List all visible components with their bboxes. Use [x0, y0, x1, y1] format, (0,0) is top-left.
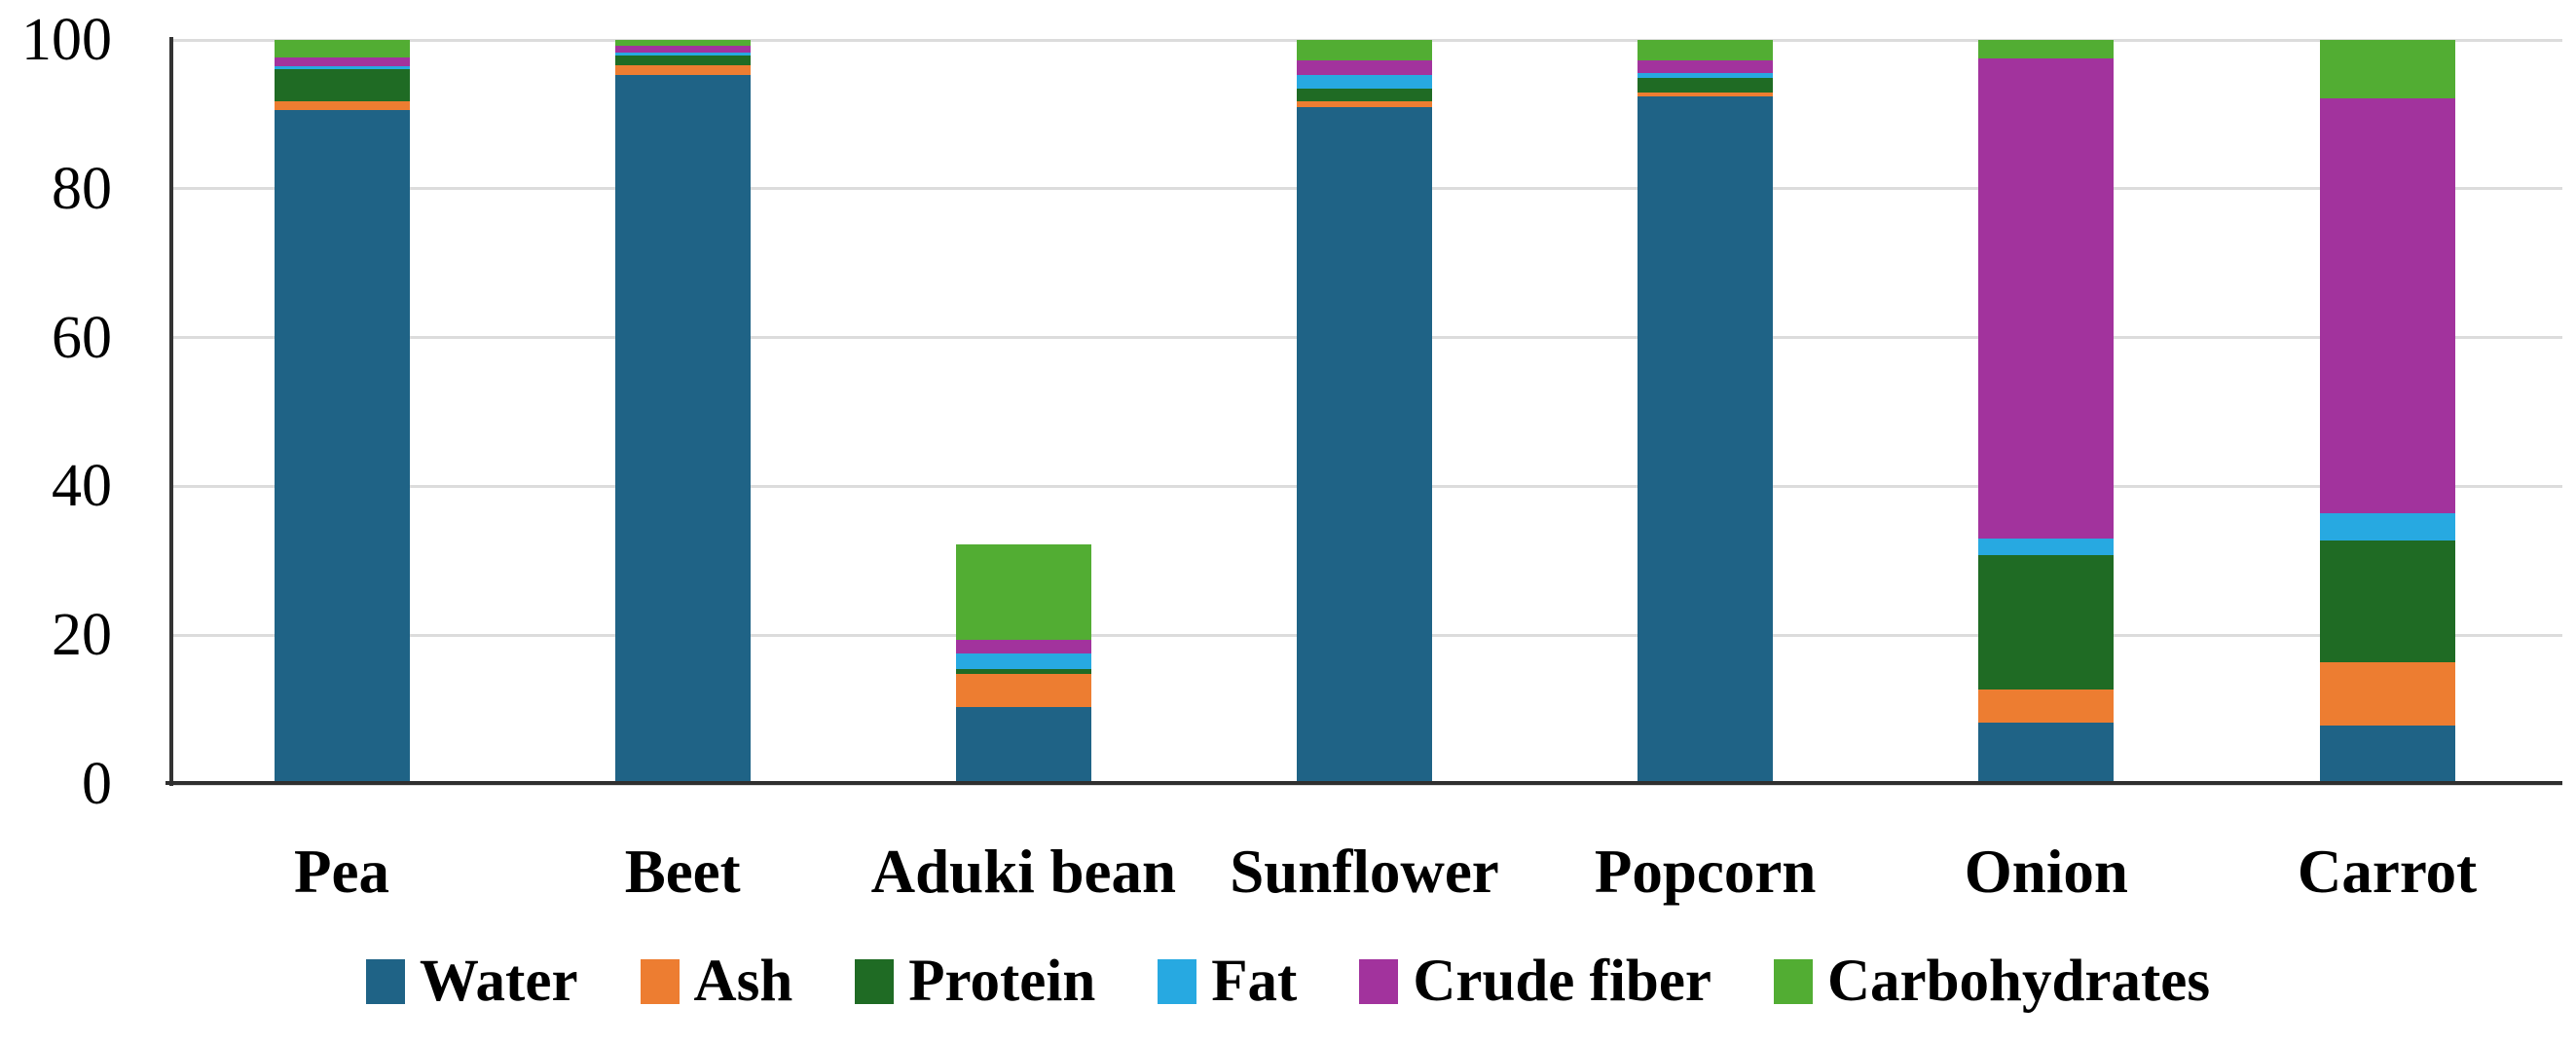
segment-fat-onion [1978, 538, 2115, 556]
segment-protein-beet [614, 56, 751, 65]
segment-protein-aduki-bean [955, 669, 1091, 674]
x-category-label-aduki-bean: Aduki bean [870, 838, 1177, 906]
legend-label-carbohydrates: Carbohydrates [1826, 949, 2211, 1014]
x-category-label-pea: Pea [294, 838, 389, 906]
segment-protein-onion [1978, 555, 2115, 690]
segment-crude-fiber-pea [274, 57, 410, 66]
segment-water-beet [614, 74, 751, 784]
legend-swatch-icon-water [365, 959, 405, 1004]
segment-fat-pea [274, 65, 410, 69]
legend-item-crude-fiber: Crude fiber [1359, 945, 1711, 1019]
bar-beet [614, 40, 751, 784]
legend-item-ash: Ash [640, 945, 793, 1019]
segment-ash-pea [274, 101, 410, 110]
segment-carbohydrates-sunflower [1297, 40, 1432, 60]
legend: Water Ash Protein Fat Crude fiber Carbohydrat… [0, 945, 2576, 1019]
segment-crude-fiber-beet [614, 46, 751, 54]
segment-crude-fiber-sunflower [1297, 59, 1432, 75]
y-axis-line [169, 37, 173, 786]
segment-ash-carrot [2319, 661, 2455, 726]
x-category-label-carrot: Carrot [2297, 838, 2478, 906]
x-category-label-popcorn: Popcorn [1594, 838, 1817, 906]
segment-carbohydrates-popcorn [1638, 40, 1774, 60]
bar-carrot [2319, 40, 2455, 784]
legend-item-water: Water [365, 945, 578, 1019]
segment-fat-sunflower [1297, 74, 1432, 89]
segment-carbohydrates-onion [1978, 40, 2115, 59]
y-tick-label-60: 60 [52, 304, 112, 371]
segment-water-aduki-bean [955, 706, 1091, 784]
segment-carbohydrates-pea [274, 40, 410, 58]
y-tick-label-80: 80 [52, 155, 112, 222]
segment-crude-fiber-carrot [2319, 98, 2455, 513]
segment-water-carrot [2319, 725, 2455, 784]
segment-carbohydrates-carrot [2319, 40, 2455, 99]
legend-label-ash: Ash [693, 949, 793, 1014]
x-category-label-beet: Beet [624, 838, 741, 906]
y-tick-label-20: 20 [52, 602, 112, 669]
bar-sunflower [1297, 40, 1432, 784]
legend-item-carbohydrates: Carbohydrates [1773, 945, 2211, 1019]
segment-ash-beet [614, 65, 751, 75]
bar-popcorn [1638, 40, 1774, 784]
segment-protein-pea [274, 68, 410, 102]
segment-crude-fiber-aduki-bean [955, 639, 1091, 653]
bar-aduki-bean [955, 544, 1091, 784]
plot-area [171, 38, 2562, 786]
segment-water-onion [1978, 723, 2115, 784]
legend-label-crude-fiber: Crude fiber [1413, 949, 1711, 1014]
legend-swatch-icon-carbohydrates [1773, 959, 1813, 1004]
bar-onion [1978, 40, 2115, 784]
segment-water-popcorn [1638, 96, 1774, 784]
bar-pea [274, 40, 410, 784]
segment-carbohydrates-beet [614, 40, 751, 47]
segment-water-sunflower [1297, 106, 1432, 784]
legend-swatch-icon-crude-fiber [1359, 959, 1399, 1004]
legend-swatch-icon-protein [855, 959, 895, 1004]
segment-protein-sunflower [1297, 88, 1432, 102]
legend-swatch-icon-fat [1158, 959, 1197, 1004]
segment-ash-aduki-bean [955, 673, 1091, 707]
y-tick-label-40: 40 [52, 453, 112, 520]
gridline-100 [171, 38, 2562, 42]
legend-label-water: Water [419, 949, 578, 1014]
x-category-label-onion: Onion [1964, 838, 2128, 906]
legend-label-fat: Fat [1211, 949, 1298, 1014]
legend-label-protein: Protein [908, 949, 1096, 1014]
y-tick-label-100: 100 [21, 7, 112, 73]
y-tick-label-0: 0 [82, 751, 112, 817]
segment-protein-carrot [2319, 541, 2455, 662]
segment-fat-popcorn [1638, 72, 1774, 78]
legend-item-fat: Fat [1158, 945, 1297, 1019]
legend-swatch-icon-ash [640, 959, 680, 1004]
segment-carbohydrates-aduki-bean [955, 544, 1091, 640]
segment-ash-popcorn [1638, 92, 1774, 97]
x-axis-line [166, 781, 2562, 785]
segment-ash-sunflower [1297, 101, 1432, 107]
x-category-label-sunflower: Sunflower [1230, 838, 1499, 906]
segment-water-pea [274, 109, 410, 784]
segment-crude-fiber-popcorn [1638, 59, 1774, 73]
segment-ash-onion [1978, 689, 2115, 724]
segment-fat-carrot [2319, 512, 2455, 541]
segment-fat-aduki-bean [955, 652, 1091, 670]
segment-protein-popcorn [1638, 77, 1774, 93]
legend-item-protein: Protein [855, 945, 1095, 1019]
segment-fat-beet [614, 53, 751, 56]
segment-crude-fiber-onion [1978, 58, 2115, 539]
